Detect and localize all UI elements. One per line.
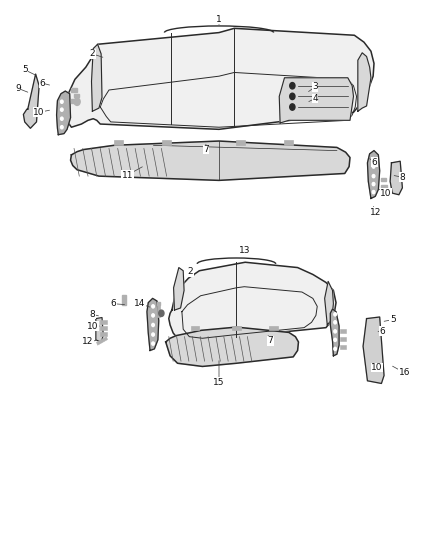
Circle shape	[372, 190, 375, 193]
Bar	[237, 140, 245, 146]
Text: 9: 9	[15, 84, 21, 93]
Polygon shape	[367, 151, 380, 198]
Text: 3: 3	[312, 82, 318, 91]
Text: 10: 10	[380, 189, 392, 198]
Text: 8: 8	[399, 173, 405, 182]
Bar	[71, 99, 77, 103]
Circle shape	[334, 313, 336, 316]
Circle shape	[372, 174, 375, 177]
Circle shape	[334, 338, 336, 342]
Text: 6: 6	[110, 299, 116, 308]
Circle shape	[334, 321, 336, 324]
Text: 15: 15	[213, 378, 225, 387]
Circle shape	[290, 93, 295, 100]
Circle shape	[159, 310, 164, 317]
Bar	[340, 329, 346, 333]
Text: 8: 8	[89, 310, 95, 319]
Polygon shape	[92, 44, 102, 111]
Polygon shape	[23, 74, 39, 128]
Polygon shape	[363, 317, 384, 383]
Circle shape	[334, 330, 336, 333]
Bar	[383, 191, 388, 194]
Polygon shape	[166, 327, 298, 367]
Circle shape	[290, 104, 295, 110]
Polygon shape	[71, 141, 350, 180]
Text: 10: 10	[33, 108, 45, 117]
Polygon shape	[279, 78, 353, 123]
Polygon shape	[169, 262, 336, 342]
Text: 12: 12	[82, 337, 94, 346]
Polygon shape	[173, 268, 184, 310]
Polygon shape	[330, 309, 339, 356]
Bar	[157, 305, 160, 317]
Text: 4: 4	[312, 94, 318, 103]
Text: 13: 13	[240, 246, 251, 255]
Circle shape	[74, 98, 80, 106]
Text: 10: 10	[87, 321, 98, 330]
Text: 6: 6	[371, 158, 377, 167]
Bar	[381, 184, 387, 188]
Text: 5: 5	[22, 66, 28, 74]
Bar	[191, 326, 199, 330]
Text: 6: 6	[39, 78, 45, 87]
Polygon shape	[64, 28, 374, 130]
Text: 16: 16	[399, 368, 410, 377]
Polygon shape	[390, 161, 403, 195]
Polygon shape	[96, 318, 103, 342]
Circle shape	[60, 117, 63, 120]
Text: 7: 7	[203, 145, 209, 154]
Circle shape	[334, 348, 336, 351]
Circle shape	[372, 158, 375, 161]
Bar	[340, 337, 346, 341]
Circle shape	[152, 314, 154, 317]
Text: 6: 6	[380, 327, 385, 336]
Bar	[100, 332, 107, 336]
Circle shape	[152, 342, 154, 345]
Circle shape	[60, 126, 63, 129]
Bar	[340, 345, 346, 349]
Bar	[157, 302, 160, 305]
Bar	[122, 295, 126, 305]
Text: 2: 2	[188, 268, 194, 276]
Bar	[100, 320, 107, 324]
Bar	[232, 326, 241, 330]
Polygon shape	[325, 281, 333, 325]
Text: 10: 10	[371, 363, 383, 372]
Bar	[74, 94, 79, 98]
Bar	[100, 326, 107, 330]
Circle shape	[152, 333, 154, 336]
Text: 5: 5	[390, 315, 396, 324]
Circle shape	[152, 305, 154, 308]
Bar	[269, 326, 278, 330]
Text: 1: 1	[216, 15, 222, 24]
Text: 7: 7	[268, 336, 273, 345]
Polygon shape	[57, 91, 71, 135]
Circle shape	[60, 100, 63, 103]
Bar	[114, 140, 123, 146]
Polygon shape	[147, 298, 159, 351]
Text: 2: 2	[89, 50, 95, 58]
Bar	[96, 337, 107, 345]
Bar	[162, 140, 171, 146]
Circle shape	[152, 324, 154, 327]
Text: 11: 11	[122, 171, 133, 180]
Polygon shape	[358, 53, 371, 111]
Circle shape	[372, 165, 375, 168]
Bar	[381, 178, 386, 181]
Circle shape	[372, 182, 375, 185]
Bar	[285, 140, 293, 146]
Text: 12: 12	[370, 208, 381, 217]
Circle shape	[60, 108, 63, 111]
Text: 14: 14	[134, 299, 145, 308]
Circle shape	[290, 83, 295, 89]
Bar	[71, 88, 77, 92]
